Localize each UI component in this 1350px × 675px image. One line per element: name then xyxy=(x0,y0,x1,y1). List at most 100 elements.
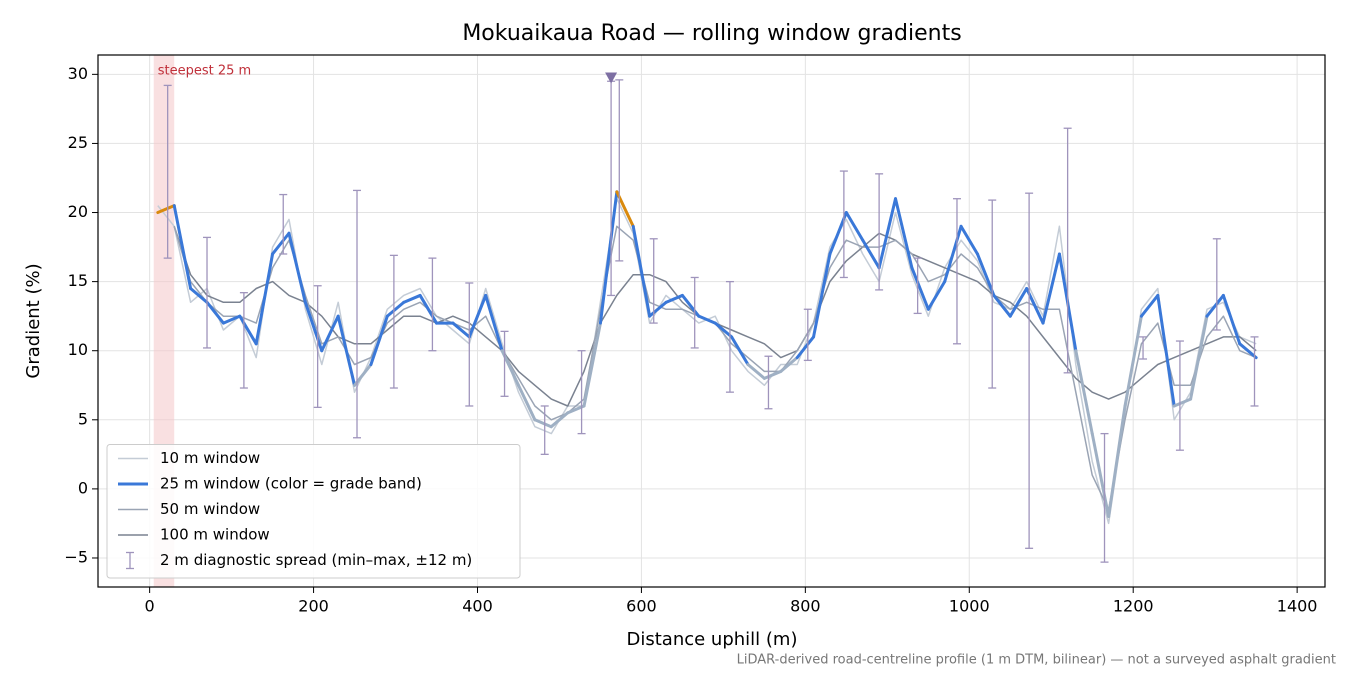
line-segment xyxy=(1074,349,1094,436)
line-segment xyxy=(418,293,439,325)
legend: 10 m window 25 m window (color = grade ba… xyxy=(106,444,521,579)
error-bar xyxy=(875,173,884,291)
line-segment xyxy=(287,231,307,304)
line-segment xyxy=(631,224,652,318)
error-bar xyxy=(839,170,848,279)
error-bar xyxy=(764,355,773,410)
line-segment xyxy=(1123,314,1143,408)
x-tick-label: 400 xyxy=(462,597,493,616)
error-bar xyxy=(163,84,172,259)
line-segment xyxy=(189,287,209,304)
line-segment xyxy=(582,321,602,408)
x-tick-label: 800 xyxy=(790,597,821,616)
error-bar xyxy=(1025,192,1034,549)
y-tick-label: 5 xyxy=(78,409,88,428)
line-segment xyxy=(1041,252,1061,325)
line-segment xyxy=(598,190,619,325)
line-segment xyxy=(975,252,996,297)
line-segment xyxy=(812,252,832,339)
error-bar xyxy=(952,198,961,345)
error-bar xyxy=(1250,336,1259,407)
error-bar xyxy=(428,257,437,352)
line-segment xyxy=(205,300,225,325)
line-segment xyxy=(894,197,914,270)
x-axis-label: Distance uphill (m) xyxy=(627,629,798,650)
error-bar xyxy=(465,282,474,407)
line-segment xyxy=(926,280,947,311)
line-segment xyxy=(648,300,668,318)
error-bar xyxy=(690,276,699,349)
error-bar xyxy=(1100,432,1109,563)
line-segment xyxy=(1156,293,1176,408)
error-bar xyxy=(279,193,288,255)
line-segment xyxy=(713,321,734,339)
x-tick-label: 600 xyxy=(626,597,657,616)
line-segment xyxy=(1139,293,1160,318)
error-bar xyxy=(203,236,212,349)
error-bar xyxy=(500,330,509,397)
error-bar xyxy=(540,405,549,455)
line-segment xyxy=(369,314,389,367)
error-bar xyxy=(577,350,586,435)
line-segment xyxy=(271,231,291,256)
error-bar xyxy=(1212,238,1221,331)
line-segment xyxy=(1008,287,1029,318)
line-segment xyxy=(959,224,979,256)
line-segment xyxy=(549,411,570,429)
line-segment xyxy=(1238,342,1258,360)
x-tick-label: 1400 xyxy=(1277,597,1318,616)
line-segment xyxy=(1205,293,1225,318)
line-segment xyxy=(697,314,717,325)
error-bar xyxy=(1139,336,1148,360)
line-segment xyxy=(172,204,193,291)
y-tick-label: −5 xyxy=(64,547,88,566)
error-bar xyxy=(913,257,922,315)
line-segment xyxy=(664,293,684,304)
legend-label: 100 m window xyxy=(160,526,270,544)
line-segment xyxy=(516,383,537,422)
line-segment xyxy=(680,293,701,318)
line-segment xyxy=(484,293,504,353)
legend-label: 10 m window xyxy=(160,449,260,467)
error-bar xyxy=(725,280,734,393)
footnote: LiDAR-derived road-centreline profile (1… xyxy=(737,653,1336,668)
line-segment xyxy=(1189,314,1209,401)
line-segment xyxy=(762,369,783,380)
line-segment xyxy=(844,211,865,242)
x-tick-label: 200 xyxy=(298,597,329,616)
y-tick-label: 10 xyxy=(68,340,88,359)
x-tick-label: 1200 xyxy=(1113,597,1154,616)
line-segment xyxy=(992,293,1012,318)
x-tick-label: 0 xyxy=(145,597,155,616)
peak-marker xyxy=(605,72,618,84)
line-segment xyxy=(156,204,176,215)
line-segment xyxy=(451,321,471,339)
line-segment xyxy=(221,314,242,325)
error-bar xyxy=(313,285,322,409)
line-segment xyxy=(746,363,766,380)
error-bar xyxy=(988,199,997,389)
error-bar xyxy=(649,238,658,324)
span-label: steepest 25 m xyxy=(158,64,251,79)
x-tick-label: 1000 xyxy=(949,597,990,616)
line-segment xyxy=(1172,397,1193,408)
error-bar xyxy=(1175,340,1184,451)
chart-title: Mokuaikaua Road — rolling window gradien… xyxy=(462,21,961,46)
error-bar xyxy=(353,189,362,439)
line-segment xyxy=(320,314,340,353)
line-segment xyxy=(779,356,799,373)
legend-label: 25 m window (color = grade band) xyxy=(160,475,422,493)
line-segment xyxy=(1090,432,1111,519)
y-axis-label: Gradient (%) xyxy=(23,263,44,378)
y-tick-label: 0 xyxy=(78,478,88,497)
legend-label: 50 m window xyxy=(160,500,260,518)
plot-frame xyxy=(97,54,1326,588)
error-bar xyxy=(803,308,812,362)
line-segment xyxy=(1107,404,1127,519)
y-tick-label: 20 xyxy=(68,202,88,221)
line-segment xyxy=(533,418,553,429)
legend-label: 2 m diagnostic spread (min–max, ±12 m) xyxy=(160,551,472,569)
line-segment xyxy=(730,335,750,367)
line-segment xyxy=(910,266,930,311)
